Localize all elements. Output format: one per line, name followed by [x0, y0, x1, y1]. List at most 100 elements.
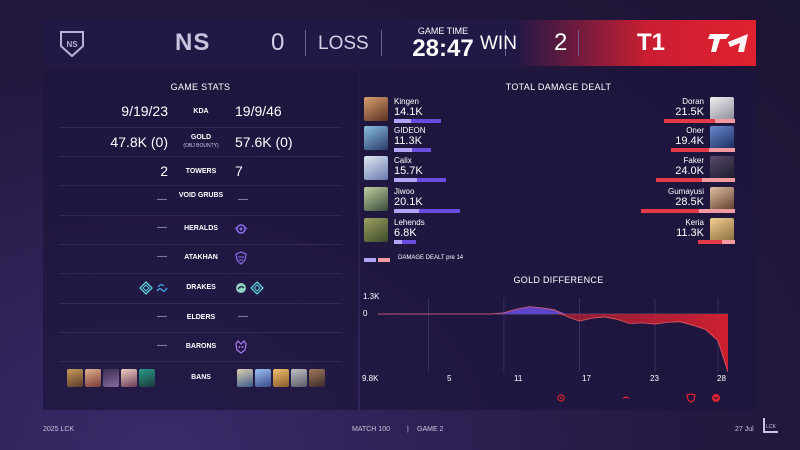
gold-sublabel: (OBJ BOUNTY)	[183, 143, 219, 149]
stat-label-barons: BARONS	[185, 343, 217, 350]
right-ban-1-champion-icon	[237, 369, 253, 387]
cloud-drake-icon	[236, 283, 246, 293]
gold-x-label: 17	[582, 374, 591, 383]
herald-event-icon	[557, 394, 565, 402]
left-ban-1-champion-icon	[67, 369, 83, 387]
damage-title: TOTAL DAMAGE DEALT	[505, 82, 612, 92]
pre14-damage-bar	[702, 178, 735, 182]
header-divider	[578, 30, 579, 56]
damage-bar	[697, 240, 735, 244]
damage-bar	[394, 178, 446, 182]
row-divider	[59, 273, 342, 274]
gold-label: GOLD	[190, 134, 212, 141]
game-stats-title: GAME STATS	[170, 82, 231, 92]
right-ban-5-champion-icon	[309, 369, 325, 387]
damage-bar	[664, 119, 735, 123]
damage-bar	[640, 209, 735, 213]
left-elders: —	[157, 311, 167, 322]
left-heralds: —	[157, 222, 167, 233]
damage-bar	[394, 209, 461, 213]
pre14-damage-bar	[394, 148, 413, 152]
svg-text:LCK: LCK	[766, 424, 776, 430]
gold-x-label: 23	[650, 374, 659, 383]
player-damage: 11.3K	[394, 135, 422, 147]
gold-difference-chart	[378, 298, 729, 373]
faker-champion-icon	[710, 156, 734, 180]
stat-label-drakes: DRAKES	[186, 284, 216, 291]
row-divider	[59, 185, 342, 186]
game-time-label: GAME TIME	[417, 26, 469, 36]
right-ban-3-champion-icon	[273, 369, 289, 387]
gumayusi-champion-icon	[710, 187, 734, 211]
right-team-name: T1	[637, 29, 666, 56]
footer-date: 27 Jul	[735, 426, 754, 433]
left-team-result: LOSS	[318, 33, 369, 54]
pre14-damage-bar	[715, 119, 735, 123]
damage-bar	[655, 178, 735, 182]
player-damage: 19.4K	[675, 135, 704, 147]
atakhan-icon	[235, 251, 247, 265]
gold-difference-title: GOLD DIFFERENCE	[513, 275, 604, 285]
player-name: Doran	[682, 97, 704, 106]
footer-match: MATCH 100	[352, 426, 390, 433]
player-name: Jiwoo	[394, 187, 415, 196]
left-atakhan: —	[157, 251, 167, 262]
player-name: Keria	[685, 218, 704, 227]
player-name: GIDEON	[394, 126, 426, 135]
lehends-champion-icon	[364, 218, 388, 242]
player-damage: 20.1K	[394, 196, 423, 208]
left-ban-5-champion-icon	[139, 369, 155, 387]
left-team-score: 0	[271, 29, 285, 56]
keria-champion-icon	[710, 218, 734, 242]
row-divider	[59, 127, 342, 128]
drake-event-icon	[622, 396, 630, 399]
ns-team-logo-icon: NS	[60, 31, 84, 58]
pre14-damage-bar	[394, 240, 403, 244]
ocean-drake-icon	[156, 284, 168, 292]
right-team-result: WIN	[480, 33, 517, 54]
t1-team-logo-icon	[708, 34, 748, 52]
right-gold: 57.6K (0)	[235, 134, 293, 150]
left-barons: —	[157, 340, 167, 351]
gold-x-label: 9.8K	[362, 374, 379, 383]
left-ban-2-champion-icon	[85, 369, 101, 387]
gold-lead-area-t1	[378, 314, 728, 372]
left-void-grubs: —	[157, 194, 167, 205]
pre14-damage-bar	[394, 209, 419, 213]
stat-label-bans: BANS	[191, 374, 211, 381]
player-damage: 11.3K	[676, 227, 704, 239]
atakhan-event-icon	[686, 393, 696, 403]
legend-swatch-blue	[364, 258, 376, 262]
stat-label-void-grubs: VOID GRUBS	[178, 192, 224, 199]
player-name: Faker	[683, 156, 704, 165]
gold-y-top-label: 1.3K	[363, 292, 380, 301]
svg-text:NS: NS	[66, 40, 78, 49]
game-time-value: 28:47	[412, 35, 474, 62]
gold-x-label: 5	[447, 374, 452, 383]
stat-label-elders: ELDERS	[186, 314, 216, 321]
stat-label-gold: GOLD (OBJ BOUNTY)	[173, 134, 229, 150]
damage-legend-label: DAMAGE DEALT pre 14	[398, 255, 464, 261]
row-divider	[59, 303, 342, 304]
hextech-drake-icon	[139, 281, 153, 295]
right-ban-4-champion-icon	[291, 369, 307, 387]
gideon-champion-icon	[364, 126, 388, 150]
pre14-damage-bar	[698, 209, 735, 213]
baron-event-icon	[712, 394, 720, 402]
damage-bar	[394, 119, 441, 123]
player-damage: 15.7K	[394, 165, 423, 177]
right-towers: 7	[235, 163, 243, 179]
header-divider	[381, 30, 382, 56]
row-divider	[59, 156, 342, 157]
damage-bar	[670, 148, 735, 152]
player-name: Gumayusi	[667, 187, 704, 196]
row-divider	[59, 215, 342, 216]
stat-label-towers: TOWERS	[185, 168, 217, 175]
lck-logo-icon: LCK	[763, 418, 778, 433]
left-gold: 47.8K (0)	[110, 134, 168, 150]
row-divider	[59, 361, 342, 362]
player-name: Oner	[686, 126, 704, 135]
player-name: Lehends	[394, 218, 425, 227]
row-divider	[59, 332, 342, 333]
gold-x-label: 28	[717, 374, 726, 383]
